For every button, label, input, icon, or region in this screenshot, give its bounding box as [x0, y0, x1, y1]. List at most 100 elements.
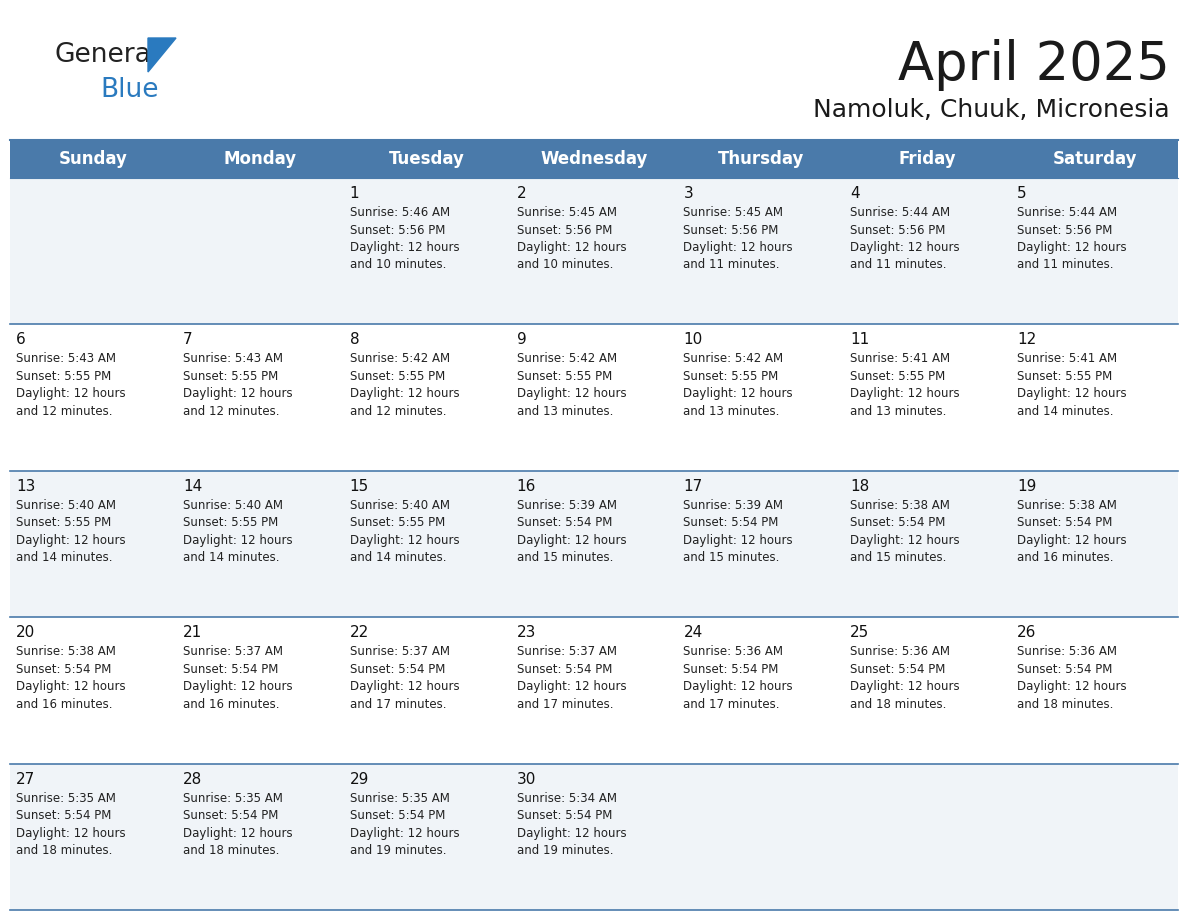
Bar: [511, 178, 677, 324]
Text: 23: 23: [517, 625, 536, 640]
Text: Sunrise: 5:38 AM
Sunset: 5:54 PM
Daylight: 12 hours
and 15 minutes.: Sunrise: 5:38 AM Sunset: 5:54 PM Dayligh…: [851, 498, 960, 565]
Text: Sunrise: 5:37 AM
Sunset: 5:54 PM
Daylight: 12 hours
and 17 minutes.: Sunrise: 5:37 AM Sunset: 5:54 PM Dayligh…: [349, 645, 460, 711]
Text: Sunrise: 5:36 AM
Sunset: 5:54 PM
Daylight: 12 hours
and 18 minutes.: Sunrise: 5:36 AM Sunset: 5:54 PM Dayligh…: [1017, 645, 1126, 711]
Text: Saturday: Saturday: [1053, 150, 1137, 168]
Text: 1: 1: [349, 186, 359, 201]
Text: Monday: Monday: [223, 150, 297, 168]
Bar: [677, 617, 845, 764]
Text: Sunrise: 5:45 AM
Sunset: 5:56 PM
Daylight: 12 hours
and 10 minutes.: Sunrise: 5:45 AM Sunset: 5:56 PM Dayligh…: [517, 206, 626, 272]
Text: 3: 3: [683, 186, 693, 201]
Bar: [177, 471, 343, 617]
Text: 14: 14: [183, 479, 202, 494]
Bar: [343, 140, 511, 178]
Bar: [10, 140, 177, 178]
Text: 26: 26: [1017, 625, 1036, 640]
Text: 30: 30: [517, 772, 536, 787]
Text: Sunrise: 5:35 AM
Sunset: 5:54 PM
Daylight: 12 hours
and 18 minutes.: Sunrise: 5:35 AM Sunset: 5:54 PM Dayligh…: [15, 791, 126, 857]
Text: 6: 6: [15, 332, 26, 347]
Bar: [511, 471, 677, 617]
Bar: [343, 178, 511, 324]
Bar: [511, 764, 677, 910]
Text: 15: 15: [349, 479, 369, 494]
Text: Sunrise: 5:35 AM
Sunset: 5:54 PM
Daylight: 12 hours
and 19 minutes.: Sunrise: 5:35 AM Sunset: 5:54 PM Dayligh…: [349, 791, 460, 857]
Text: 19: 19: [1017, 479, 1036, 494]
Text: 27: 27: [15, 772, 36, 787]
Bar: [343, 764, 511, 910]
Bar: [10, 324, 177, 471]
Text: 29: 29: [349, 772, 369, 787]
Text: 21: 21: [183, 625, 202, 640]
Text: 20: 20: [15, 625, 36, 640]
Text: General: General: [55, 42, 159, 68]
Text: 28: 28: [183, 772, 202, 787]
Text: April 2025: April 2025: [898, 39, 1170, 91]
Text: Sunrise: 5:40 AM
Sunset: 5:55 PM
Daylight: 12 hours
and 14 minutes.: Sunrise: 5:40 AM Sunset: 5:55 PM Dayligh…: [15, 498, 126, 565]
Bar: [511, 617, 677, 764]
Text: Sunrise: 5:41 AM
Sunset: 5:55 PM
Daylight: 12 hours
and 13 minutes.: Sunrise: 5:41 AM Sunset: 5:55 PM Dayligh…: [851, 353, 960, 418]
Text: Sunrise: 5:34 AM
Sunset: 5:54 PM
Daylight: 12 hours
and 19 minutes.: Sunrise: 5:34 AM Sunset: 5:54 PM Dayligh…: [517, 791, 626, 857]
Text: 5: 5: [1017, 186, 1026, 201]
Text: Sunrise: 5:44 AM
Sunset: 5:56 PM
Daylight: 12 hours
and 11 minutes.: Sunrise: 5:44 AM Sunset: 5:56 PM Dayligh…: [1017, 206, 1126, 272]
Bar: [343, 324, 511, 471]
Bar: [845, 324, 1011, 471]
Bar: [343, 471, 511, 617]
Text: Sunrise: 5:38 AM
Sunset: 5:54 PM
Daylight: 12 hours
and 16 minutes.: Sunrise: 5:38 AM Sunset: 5:54 PM Dayligh…: [15, 645, 126, 711]
Text: 4: 4: [851, 186, 860, 201]
Text: Sunrise: 5:42 AM
Sunset: 5:55 PM
Daylight: 12 hours
and 12 minutes.: Sunrise: 5:42 AM Sunset: 5:55 PM Dayligh…: [349, 353, 460, 418]
Text: Sunrise: 5:45 AM
Sunset: 5:56 PM
Daylight: 12 hours
and 11 minutes.: Sunrise: 5:45 AM Sunset: 5:56 PM Dayligh…: [683, 206, 794, 272]
Bar: [177, 324, 343, 471]
Bar: [177, 178, 343, 324]
Text: 9: 9: [517, 332, 526, 347]
Bar: [343, 617, 511, 764]
Text: 25: 25: [851, 625, 870, 640]
Bar: [845, 471, 1011, 617]
Text: Blue: Blue: [100, 77, 158, 103]
Text: Sunrise: 5:43 AM
Sunset: 5:55 PM
Daylight: 12 hours
and 12 minutes.: Sunrise: 5:43 AM Sunset: 5:55 PM Dayligh…: [183, 353, 292, 418]
Bar: [10, 471, 177, 617]
Text: Thursday: Thursday: [718, 150, 804, 168]
Bar: [1011, 471, 1178, 617]
Text: 10: 10: [683, 332, 702, 347]
Bar: [1011, 617, 1178, 764]
Bar: [10, 764, 177, 910]
Text: 16: 16: [517, 479, 536, 494]
Bar: [1011, 178, 1178, 324]
Text: Sunrise: 5:39 AM
Sunset: 5:54 PM
Daylight: 12 hours
and 15 minutes.: Sunrise: 5:39 AM Sunset: 5:54 PM Dayligh…: [517, 498, 626, 565]
Bar: [845, 178, 1011, 324]
Bar: [511, 140, 677, 178]
Text: 2: 2: [517, 186, 526, 201]
Text: Sunrise: 5:43 AM
Sunset: 5:55 PM
Daylight: 12 hours
and 12 minutes.: Sunrise: 5:43 AM Sunset: 5:55 PM Dayligh…: [15, 353, 126, 418]
Bar: [677, 764, 845, 910]
Bar: [10, 617, 177, 764]
Text: Sunrise: 5:42 AM
Sunset: 5:55 PM
Daylight: 12 hours
and 13 minutes.: Sunrise: 5:42 AM Sunset: 5:55 PM Dayligh…: [517, 353, 626, 418]
Bar: [677, 140, 845, 178]
Text: 11: 11: [851, 332, 870, 347]
Bar: [511, 324, 677, 471]
Text: Sunrise: 5:42 AM
Sunset: 5:55 PM
Daylight: 12 hours
and 13 minutes.: Sunrise: 5:42 AM Sunset: 5:55 PM Dayligh…: [683, 353, 794, 418]
Text: Sunrise: 5:46 AM
Sunset: 5:56 PM
Daylight: 12 hours
and 10 minutes.: Sunrise: 5:46 AM Sunset: 5:56 PM Dayligh…: [349, 206, 460, 272]
Text: 8: 8: [349, 332, 359, 347]
Text: Wednesday: Wednesday: [541, 150, 647, 168]
Text: Friday: Friday: [899, 150, 956, 168]
Text: Sunrise: 5:44 AM
Sunset: 5:56 PM
Daylight: 12 hours
and 11 minutes.: Sunrise: 5:44 AM Sunset: 5:56 PM Dayligh…: [851, 206, 960, 272]
Bar: [177, 764, 343, 910]
Bar: [677, 324, 845, 471]
Text: Sunrise: 5:39 AM
Sunset: 5:54 PM
Daylight: 12 hours
and 15 minutes.: Sunrise: 5:39 AM Sunset: 5:54 PM Dayligh…: [683, 498, 794, 565]
Text: Sunrise: 5:38 AM
Sunset: 5:54 PM
Daylight: 12 hours
and 16 minutes.: Sunrise: 5:38 AM Sunset: 5:54 PM Dayligh…: [1017, 498, 1126, 565]
Text: Sunrise: 5:37 AM
Sunset: 5:54 PM
Daylight: 12 hours
and 16 minutes.: Sunrise: 5:37 AM Sunset: 5:54 PM Dayligh…: [183, 645, 292, 711]
Bar: [1011, 140, 1178, 178]
Text: 17: 17: [683, 479, 702, 494]
Text: Tuesday: Tuesday: [390, 150, 465, 168]
Text: Sunrise: 5:41 AM
Sunset: 5:55 PM
Daylight: 12 hours
and 14 minutes.: Sunrise: 5:41 AM Sunset: 5:55 PM Dayligh…: [1017, 353, 1126, 418]
Text: Sunrise: 5:40 AM
Sunset: 5:55 PM
Daylight: 12 hours
and 14 minutes.: Sunrise: 5:40 AM Sunset: 5:55 PM Dayligh…: [349, 498, 460, 565]
Polygon shape: [148, 38, 176, 72]
Bar: [677, 178, 845, 324]
Bar: [10, 178, 177, 324]
Bar: [845, 764, 1011, 910]
Bar: [177, 140, 343, 178]
Bar: [845, 140, 1011, 178]
Bar: [677, 471, 845, 617]
Text: 12: 12: [1017, 332, 1036, 347]
Text: 13: 13: [15, 479, 36, 494]
Text: 24: 24: [683, 625, 702, 640]
